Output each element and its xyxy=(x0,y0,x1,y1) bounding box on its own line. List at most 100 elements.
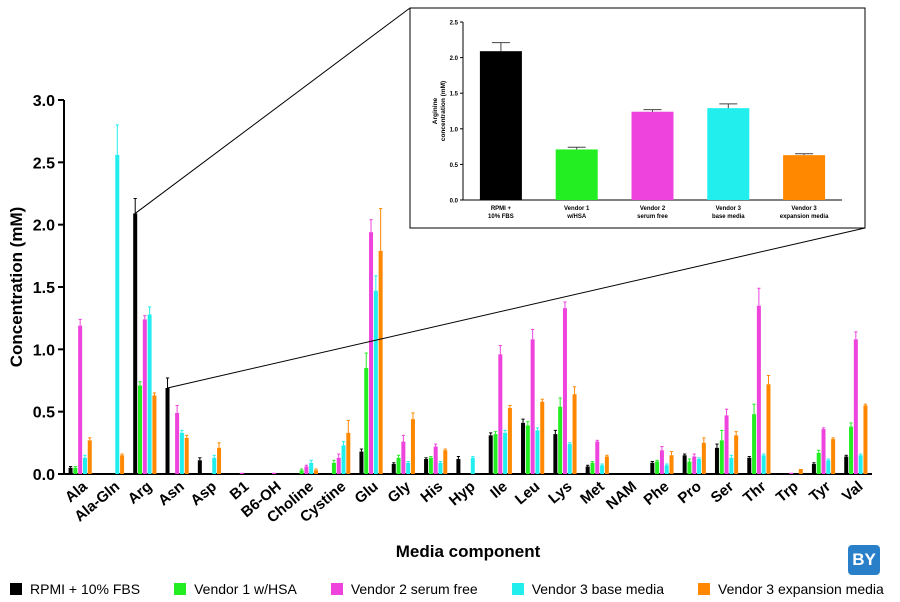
inset-x-tick-label: Vendor 1 xyxy=(564,206,590,212)
bar xyxy=(217,447,222,474)
bar xyxy=(179,432,184,474)
bar xyxy=(378,250,383,474)
bar xyxy=(152,395,157,474)
inset-y-tick-label: 2.0 xyxy=(450,56,459,62)
y-axis-label: Concentration (mM) xyxy=(7,207,26,368)
bar xyxy=(734,435,739,474)
legend-item-vendor3-expansion: Vendor 3 expansion media xyxy=(698,581,884,597)
bar xyxy=(272,472,277,474)
bar xyxy=(766,384,771,474)
bar xyxy=(821,429,826,474)
bar xyxy=(184,437,189,474)
bar xyxy=(239,472,244,474)
legend-item-vendor3-base: Vendor 3 base media xyxy=(511,581,664,597)
x-tick-label: Met xyxy=(577,478,608,508)
bar xyxy=(212,457,217,474)
y-tick-label: 2.0 xyxy=(33,218,55,235)
inset-y-tick-label: 2.5 xyxy=(450,21,459,27)
bar xyxy=(410,419,415,474)
x-tick-label: Phe xyxy=(640,478,672,509)
inset-x-tick-label: Vendor 3 xyxy=(716,206,742,212)
x-tick-label: Glu xyxy=(352,478,382,507)
bar xyxy=(424,459,429,474)
y-tick-label: 1.5 xyxy=(33,280,55,297)
inset-y-tick-label: 1.0 xyxy=(450,127,459,133)
zoom-line xyxy=(167,227,866,389)
bar xyxy=(456,459,461,474)
bar xyxy=(331,462,336,474)
x-tick-label: Leu xyxy=(512,478,543,508)
legend-label: RPMI + 10% FBS xyxy=(30,581,141,597)
bar xyxy=(650,462,655,474)
bar xyxy=(428,457,433,474)
bar xyxy=(309,462,314,474)
x-tick-label: Asp xyxy=(187,478,220,509)
y-tick-label: 2.5 xyxy=(33,155,55,172)
y-tick-label: 3.0 xyxy=(33,93,55,110)
bar xyxy=(831,439,836,474)
bar xyxy=(396,457,401,474)
bar xyxy=(68,467,73,474)
bar xyxy=(391,464,396,474)
bar xyxy=(521,422,526,474)
bar xyxy=(600,465,605,474)
inset-y-tick-label: 0.5 xyxy=(450,163,459,169)
bar xyxy=(433,446,438,474)
bar xyxy=(507,407,512,474)
bar xyxy=(590,462,595,474)
bar xyxy=(197,460,202,474)
y-tick-label: 0.5 xyxy=(33,405,55,422)
inset-y-axis-label: Arginineconcentration (mM) xyxy=(432,81,447,141)
bar xyxy=(530,339,535,474)
bar xyxy=(299,470,304,474)
bar xyxy=(853,339,858,474)
x-axis-label: Media component xyxy=(396,542,541,561)
bar xyxy=(493,434,498,474)
bar xyxy=(816,452,821,474)
inset-bar xyxy=(631,111,674,200)
bar xyxy=(747,457,752,474)
bar xyxy=(535,430,540,474)
inset-bar xyxy=(783,155,826,200)
x-tick-label: Trp xyxy=(773,478,802,506)
inset-bar xyxy=(479,51,522,200)
bar xyxy=(752,414,757,474)
bar xyxy=(314,470,318,474)
bar xyxy=(789,472,794,474)
x-tick-label: Ser xyxy=(708,478,738,507)
bar xyxy=(714,447,719,474)
bar xyxy=(849,426,854,474)
bar xyxy=(82,457,87,474)
bar xyxy=(761,455,766,474)
bar xyxy=(595,441,600,474)
bar xyxy=(729,457,734,474)
bar xyxy=(142,319,147,474)
bar xyxy=(470,457,475,474)
bar xyxy=(558,406,563,474)
bar xyxy=(585,466,590,474)
y-tick-label: 1.0 xyxy=(33,342,55,359)
x-tick-label: Tyr xyxy=(806,478,834,505)
inset-x-tick-label: base media xyxy=(712,214,745,220)
x-tick-label: Ile xyxy=(487,478,511,502)
bar xyxy=(438,462,443,474)
legend-swatch xyxy=(511,583,524,595)
x-tick-label: Arg xyxy=(125,478,156,508)
zoom-line xyxy=(134,7,411,214)
legend-item-rpmi: RPMI + 10% FBS xyxy=(10,581,140,597)
inset-bar xyxy=(555,149,598,200)
inset-y-tick-label: 0.0 xyxy=(450,199,459,205)
bar xyxy=(604,456,609,474)
x-tick-label: Gly xyxy=(384,478,414,507)
bar xyxy=(359,451,364,474)
inset-y-tick-label: 1.5 xyxy=(450,92,459,98)
inset-bar xyxy=(707,108,750,200)
bar xyxy=(664,465,669,474)
legend: RPMI + 10% FBS Vendor 1 w/HSA Vendor 2 s… xyxy=(10,578,890,600)
legend-swatch xyxy=(174,583,187,595)
inset-x-tick-label: w/HSA xyxy=(566,214,587,220)
x-tick-label: NAM xyxy=(603,478,640,513)
bar xyxy=(401,441,406,474)
bar xyxy=(73,467,78,474)
bar xyxy=(826,460,831,474)
